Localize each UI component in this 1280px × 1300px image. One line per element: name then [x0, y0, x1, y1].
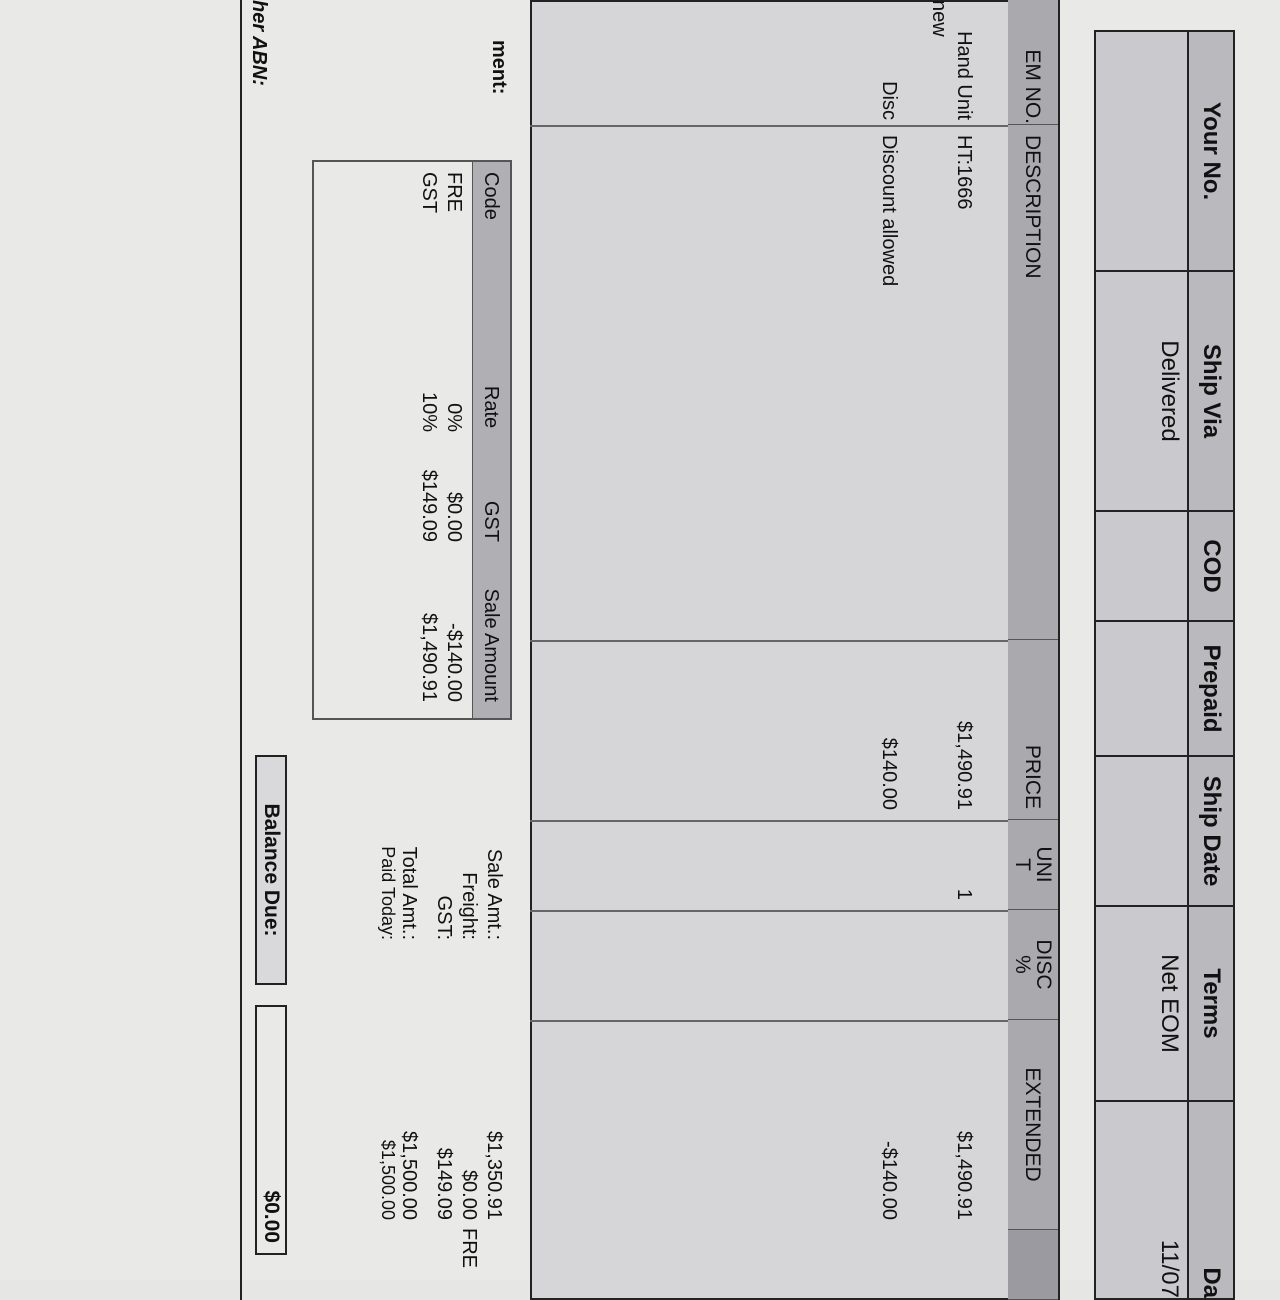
tax-col-sale-amount: Sale Amount [480, 588, 502, 702]
item-no: Disc [878, 81, 900, 120]
extended: $1,490.91 [953, 1131, 975, 1220]
total-value: $1,500.00 [378, 1139, 398, 1220]
header-date: Da [1187, 1100, 1235, 1300]
total-label: Sale Amt.: [483, 848, 505, 940]
tax-gst: $0.00 [443, 491, 465, 542]
col-description: DESCRIPTION [1008, 125, 1058, 640]
total-value: $149.09 [433, 1147, 455, 1220]
tax-rate: 0% [443, 403, 465, 432]
total-value: $0.00 [458, 1169, 480, 1220]
total-value: $1,350.91 [483, 1131, 505, 1220]
col-price: PRICE [1008, 640, 1058, 820]
items-table [530, 0, 1060, 1300]
price: $1,490.91 [953, 721, 975, 810]
value-ship-via: Delivered [1094, 270, 1189, 512]
description: HT:1666 [953, 135, 975, 210]
divider [530, 820, 1008, 822]
divider [530, 640, 1008, 642]
description: Discount allowed [878, 135, 900, 287]
tax-sale-amount: -$140.00 [443, 623, 465, 702]
extended: -$140.00 [878, 1141, 900, 1220]
header-cod: COD [1187, 510, 1235, 622]
balance-due-value: $0.00 [255, 1005, 287, 1255]
tax-table: Code Rate GST Sale Amount FRE 0% $0.00 -… [312, 160, 512, 720]
item-no-line2: new [928, 0, 950, 37]
header-ship-via: Ship Via [1187, 270, 1235, 512]
value-terms: Net EOM [1094, 905, 1189, 1102]
header-ship-date: Ship Date [1187, 755, 1235, 907]
tax-gst: $149.09 [418, 469, 440, 542]
tax-rate: 10% [418, 391, 440, 432]
value-prepaid [1094, 620, 1189, 757]
value-ship-date [1094, 755, 1189, 907]
tax-col-code: Code [480, 172, 502, 220]
comment-label: ment: [488, 40, 510, 95]
col-disc: DISC % [1008, 910, 1058, 1020]
price: $140.00 [878, 737, 900, 810]
divider [530, 1020, 1008, 1022]
total-label: Freight: [458, 872, 480, 940]
value-date: 11/07 [1094, 1100, 1189, 1300]
divider [530, 125, 1008, 127]
abn-label: her ABN: [248, 0, 270, 86]
tax-col-gst: GST [480, 500, 502, 542]
header-terms: Terms [1187, 905, 1235, 1102]
col-unit: UNI T [1008, 820, 1058, 910]
total-label: GST: [433, 895, 455, 940]
col-item-no: EM NO. [1008, 0, 1058, 125]
total-label: Paid Today: [378, 846, 398, 940]
value-your-no [1094, 30, 1189, 272]
tax-sale-amount: $1,490.91 [418, 613, 440, 702]
header-prepaid: Prepaid [1187, 620, 1235, 757]
balance-due-label: Balance Due: [255, 755, 287, 985]
value-cod [1094, 510, 1189, 622]
col-extended: EXTENDED [1008, 1020, 1058, 1230]
header-your-no: Your No. [1187, 30, 1235, 272]
item-no: Hand Unit [953, 31, 975, 120]
total-label: Total Amt.: [398, 846, 420, 940]
freight-code: FRE [458, 1228, 480, 1268]
tax-code: GST [418, 172, 440, 214]
divider [530, 910, 1008, 912]
unit: 1 [953, 888, 975, 900]
col-extra [1008, 1230, 1058, 1300]
tax-code: FRE [443, 172, 465, 212]
total-value: $1,500.00 [398, 1131, 420, 1220]
